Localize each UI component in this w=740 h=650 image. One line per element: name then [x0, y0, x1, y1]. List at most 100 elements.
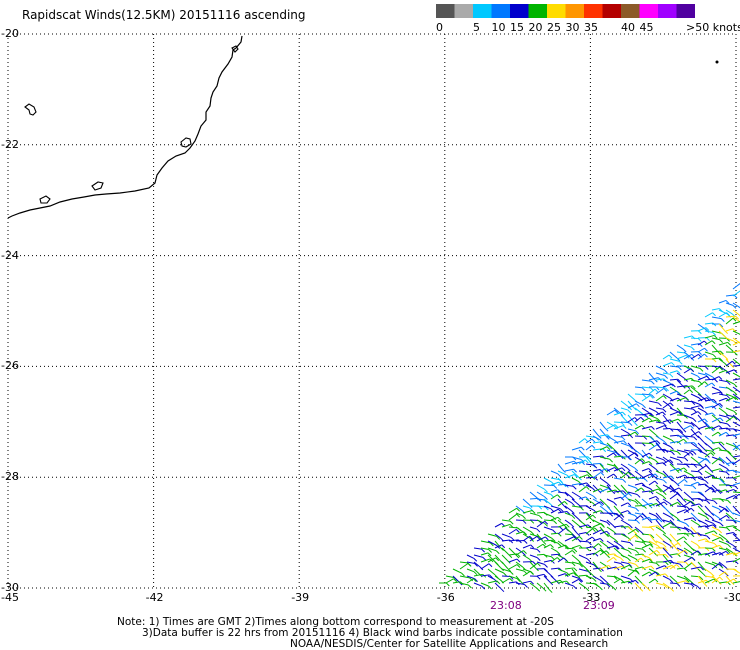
wind-barb	[557, 463, 563, 470]
legend-swatch	[528, 4, 547, 18]
wind-barb	[655, 484, 664, 493]
wind-barb-flag	[495, 557, 500, 562]
wind-barb	[683, 540, 692, 549]
wind-barb	[585, 438, 593, 444]
wind-barb	[697, 353, 705, 360]
map-title: Rapidscat Winds(12.5KM) 20151116 ascendi…	[22, 8, 306, 22]
wind-barb-flag	[648, 452, 653, 457]
wind-barb	[662, 533, 669, 539]
wind-barb-flag	[693, 464, 698, 468]
wind-barb	[718, 421, 728, 425]
wind-barb-flag	[629, 445, 633, 450]
wind-barb-flag	[724, 363, 729, 367]
wind-barb	[704, 412, 713, 416]
wind-barb	[578, 470, 588, 473]
wind-barb	[592, 529, 602, 535]
wind-barb-flag	[685, 523, 690, 527]
wind-barb	[690, 526, 698, 534]
wind-barb	[697, 512, 706, 517]
wind-barb	[683, 400, 692, 403]
wind-barb	[697, 407, 706, 413]
wind-barb	[718, 540, 728, 545]
wind-barb	[522, 544, 531, 549]
wind-barb-flag	[726, 312, 730, 316]
wind-barb-flag	[733, 383, 738, 388]
wind-barb-flag	[712, 358, 717, 363]
wind-barb	[697, 483, 706, 486]
wind-barb-flag	[718, 529, 723, 534]
wind-barb	[543, 544, 551, 549]
wind-barb-flag	[684, 549, 688, 554]
wind-barb	[655, 378, 664, 381]
wind-barb-flag	[724, 508, 728, 512]
legend-swatch	[621, 4, 640, 18]
wind-barb	[571, 446, 582, 451]
wind-barb-flag	[655, 496, 660, 500]
wind-barb-flag	[552, 516, 557, 521]
wind-barb	[564, 536, 575, 542]
wind-barb	[564, 550, 573, 556]
wind-barb	[529, 562, 538, 570]
wind-barb	[641, 484, 651, 490]
wind-barb-flag	[678, 366, 682, 371]
wind-barb	[718, 456, 727, 464]
wind-barb	[683, 421, 692, 424]
wind-barb-flag	[535, 567, 539, 572]
wind-barb-flag	[719, 403, 723, 407]
wind-barb	[613, 578, 621, 584]
wind-barb	[557, 501, 565, 507]
wind-barb	[690, 372, 699, 377]
wind-barb	[690, 442, 700, 450]
wind-barb	[585, 435, 596, 438]
wind-barb-flag	[699, 576, 704, 581]
wind-barb	[599, 582, 608, 585]
wind-barb	[627, 403, 637, 409]
coastline	[7, 35, 243, 219]
wind-barb-flag	[720, 441, 725, 446]
wind-barb	[606, 566, 617, 570]
wind-barb	[620, 471, 629, 479]
wind-barb	[676, 379, 683, 386]
wind-barb	[445, 575, 455, 579]
wind-barb-flag	[705, 538, 710, 543]
wind-barb	[676, 344, 684, 350]
wind-barb-flag	[676, 564, 680, 568]
legend-swatch	[454, 4, 473, 18]
wind-barb	[655, 470, 665, 475]
wind-barb	[599, 530, 607, 535]
wind-barb	[725, 525, 734, 528]
wind-barb	[550, 494, 558, 500]
wind-barb-flag	[627, 510, 632, 514]
wind-barb-flag	[487, 552, 492, 557]
wind-barb	[648, 503, 657, 507]
wind-barb-flag	[725, 431, 730, 436]
wind-barb-flag	[662, 422, 667, 427]
wind-barb	[599, 456, 610, 460]
legend-swatch	[547, 4, 566, 18]
wind-barb	[676, 428, 685, 436]
wind-barb-flag	[713, 500, 718, 505]
wind-barb-flag	[689, 452, 694, 456]
lon-tick-label: -33	[582, 591, 601, 604]
wind-barb	[711, 386, 720, 391]
wind-barb	[592, 543, 599, 549]
wind-barb-flag	[530, 580, 534, 585]
wind-barb	[613, 561, 622, 565]
wind-barb	[697, 449, 707, 455]
wind-barb-flag	[489, 542, 494, 547]
wind-barb-flag	[670, 522, 675, 526]
wind-barb	[627, 393, 635, 400]
wind-barb	[669, 493, 678, 500]
wind-barb	[592, 510, 601, 514]
wind-barb	[704, 486, 712, 493]
wind-barb	[725, 461, 734, 465]
wind-barb-flag	[697, 338, 702, 342]
wind-barb	[718, 470, 727, 473]
wind-barb	[725, 337, 734, 342]
wind-barb-flag	[733, 416, 737, 420]
wind-barb	[620, 470, 628, 476]
wind-barb	[627, 414, 635, 423]
wind-barb	[655, 442, 663, 450]
wind-barb	[515, 512, 523, 517]
wind-barb	[606, 553, 615, 556]
